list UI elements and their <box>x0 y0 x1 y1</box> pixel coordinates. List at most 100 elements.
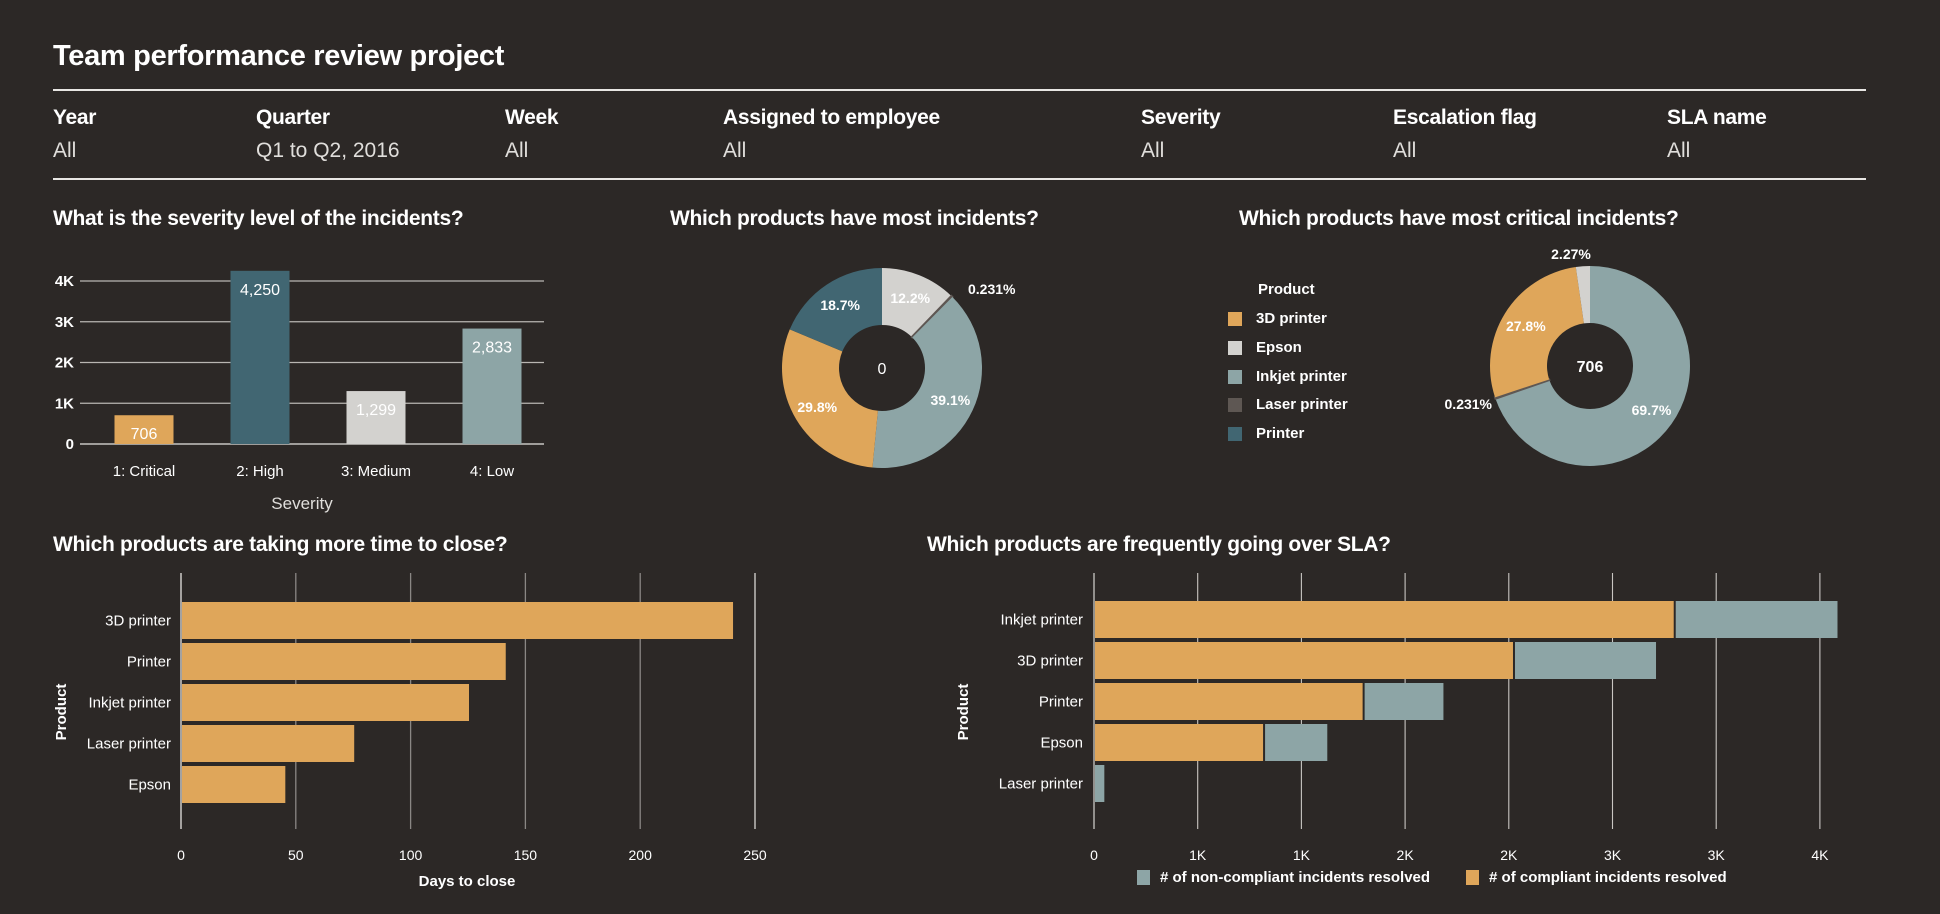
filter-escalation-flag-value[interactable]: All <box>1393 139 1417 162</box>
filter-year-value[interactable]: All <box>53 139 77 162</box>
filter-week-value[interactable]: All <box>505 139 529 162</box>
filter-escalation-flag[interactable]: Escalation flag All <box>1393 106 1537 163</box>
x-tick-label: 4K <box>1811 847 1829 860</box>
product-legend-title: Product <box>1258 281 1315 298</box>
critical-incidents-donut-chart: 69.7% 0.231% 27.8% 2.27% 706 <box>1445 246 1690 466</box>
page-title: Team performance review project <box>53 40 505 72</box>
time-to-close-chart-title: Which products are taking more time to c… <box>53 533 508 556</box>
critical-incidents-chart-title: Which products have most critical incide… <box>1239 207 1679 230</box>
slice-label-3d-printer: 29.8% <box>797 399 837 415</box>
slice-label-inkjet-printer: 39.1% <box>931 392 971 408</box>
legend-swatch-inkjet-printer <box>1228 369 1242 384</box>
slice-label-printer: 18.7% <box>820 297 860 313</box>
slice-printer <box>789 268 882 352</box>
y-tick-label: 3D printer <box>105 613 171 630</box>
x-tick-label: 4: Low <box>470 463 514 480</box>
legend-item-laser-printer[interactable]: Laser printer <box>1228 396 1348 413</box>
filter-sla-name[interactable]: SLA name All <box>1667 106 1767 163</box>
bar-laser-printer-non-compliant <box>1095 765 1105 802</box>
x-axis-label: Days to close <box>419 873 516 890</box>
filter-assigned-employee-value[interactable]: All <box>723 139 747 162</box>
slice-label-laser-printer: 0.231% <box>968 281 1016 297</box>
bar-printer <box>182 643 506 680</box>
legend-label-3d-printer: 3D printer <box>1256 310 1327 327</box>
over-sla-chart-title: Which products are frequently going over… <box>927 533 1391 556</box>
filter-year[interactable]: Year All <box>53 106 96 163</box>
bar-inkjet-printer-compliant <box>1095 601 1674 638</box>
bar-value-label: 1,299 <box>356 402 396 419</box>
severity-chart-title: What is the severity level of the incide… <box>53 207 464 230</box>
slice-3d-printer <box>1490 267 1584 398</box>
x-tick-label: 1: Critical <box>113 463 176 480</box>
filter-severity[interactable]: Severity All <box>1141 106 1221 163</box>
legend-swatch-compliant <box>1466 870 1480 885</box>
filter-quarter-value[interactable]: Q1 to Q2, 2016 <box>256 139 400 162</box>
filter-assigned-employee[interactable]: Assigned to employee All <box>723 106 940 163</box>
legend-item-epson[interactable]: Epson <box>1228 339 1302 356</box>
y-axis-label: Product <box>955 684 972 741</box>
x-tick-label: 200 <box>629 847 653 863</box>
y-tick-label: 3K <box>55 314 74 331</box>
bar-value-label: 4,250 <box>240 282 280 299</box>
x-tick-label: 50 <box>288 847 304 863</box>
x-tick-label: 2: High <box>236 463 284 480</box>
bar-laser-printer <box>182 725 355 762</box>
y-tick-label: Laser printer <box>999 776 1083 793</box>
filter-year-label: Year <box>53 106 97 129</box>
slice-inkjet-printer <box>872 296 982 468</box>
y-tick-label: Inkjet printer <box>88 695 171 712</box>
product-legend: Product 3D printer Epson Inkjet printer … <box>1228 281 1428 461</box>
y-tick-label: Inkjet printer <box>1000 612 1083 629</box>
filter-severity-value[interactable]: All <box>1141 139 1165 162</box>
over-sla-stacked-bar-chart: 0 1K 1K 2K 2K 3K 3K 4K Inkjet printer 3D printer P… <box>955 573 1838 860</box>
legend-item-compliant[interactable]: # of compliant incidents resolved <box>1466 869 1727 886</box>
slice-inkjet-printer <box>1495 266 1690 466</box>
legend-item-inkjet-printer[interactable]: Inkjet printer <box>1228 368 1347 385</box>
bar-inkjet-printer <box>182 684 469 721</box>
legend-swatch-epson <box>1228 340 1242 355</box>
legend-label-laser-printer: Laser printer <box>1256 396 1348 413</box>
legend-item-3d-printer[interactable]: 3D printer <box>1228 310 1327 327</box>
y-tick-label: Epson <box>1040 735 1083 752</box>
slice-label-laser-printer: 0.231% <box>1445 396 1493 412</box>
slice-label-epson: 2.27% <box>1551 246 1591 262</box>
y-tick-label: Printer <box>1039 694 1083 711</box>
legend-swatch-non-compliant <box>1137 870 1150 885</box>
bar-printer-non-compliant <box>1364 683 1444 720</box>
filter-quarter[interactable]: Quarter Q1 to Q2, 2016 <box>256 106 400 163</box>
legend-label-compliant: # of compliant incidents resolved <box>1489 869 1727 886</box>
legend-swatch-laser-printer <box>1228 397 1242 412</box>
filter-week[interactable]: Week All <box>505 106 559 163</box>
filter-sla-name-value[interactable]: All <box>1667 139 1691 162</box>
donut-center-label: 0 <box>878 361 887 378</box>
y-tick-label: 1K <box>55 395 74 412</box>
slice-label-inkjet-printer: 69.7% <box>1632 402 1672 418</box>
y-axis-label: Product <box>53 684 70 741</box>
bar-epson-compliant <box>1095 724 1264 761</box>
filter-quarter-label: Quarter <box>256 106 330 129</box>
x-tick-label: 3K <box>1708 847 1726 860</box>
time-to-close-bar-chart: 0 50 100 150 200 250 3D printer Printer Inkjet p… <box>53 573 767 890</box>
legend-item-printer[interactable]: Printer <box>1228 425 1304 442</box>
bar-3d-printer <box>182 602 734 639</box>
bar-3-medium <box>346 391 406 444</box>
severity-bar-chart: 0 1K 2K 3K 4K 706 1: Critical 4,250 2: High 1,299… <box>55 270 544 513</box>
header-divider-top <box>53 89 1866 91</box>
legend-label-inkjet-printer: Inkjet printer <box>1256 368 1347 385</box>
y-tick-label: Laser printer <box>87 736 171 753</box>
legend-item-non-compliant[interactable]: # of non-compliant incidents resolved <box>1137 869 1430 886</box>
bar-3d-printer-compliant <box>1095 642 1513 679</box>
filter-escalation-flag-label: Escalation flag <box>1393 106 1537 129</box>
legend-swatch-printer <box>1228 426 1242 441</box>
filter-week-label: Week <box>505 106 559 129</box>
x-tick-label: 250 <box>743 847 767 863</box>
x-tick-label: 100 <box>399 847 423 863</box>
slice-label-3d-printer: 27.8% <box>1506 318 1546 334</box>
x-axis-label: Severity <box>271 494 333 513</box>
x-tick-label: 2K <box>1500 847 1518 860</box>
donut-center-label: 706 <box>1577 359 1604 376</box>
x-tick-label: 2K <box>1397 847 1415 860</box>
y-tick-label: 0 <box>66 436 74 453</box>
y-tick-label: 2K <box>55 355 74 372</box>
most-incidents-donut-chart: 12.2% 0.231% 39.1% 29.8% 18.7% 0 <box>782 268 1016 468</box>
